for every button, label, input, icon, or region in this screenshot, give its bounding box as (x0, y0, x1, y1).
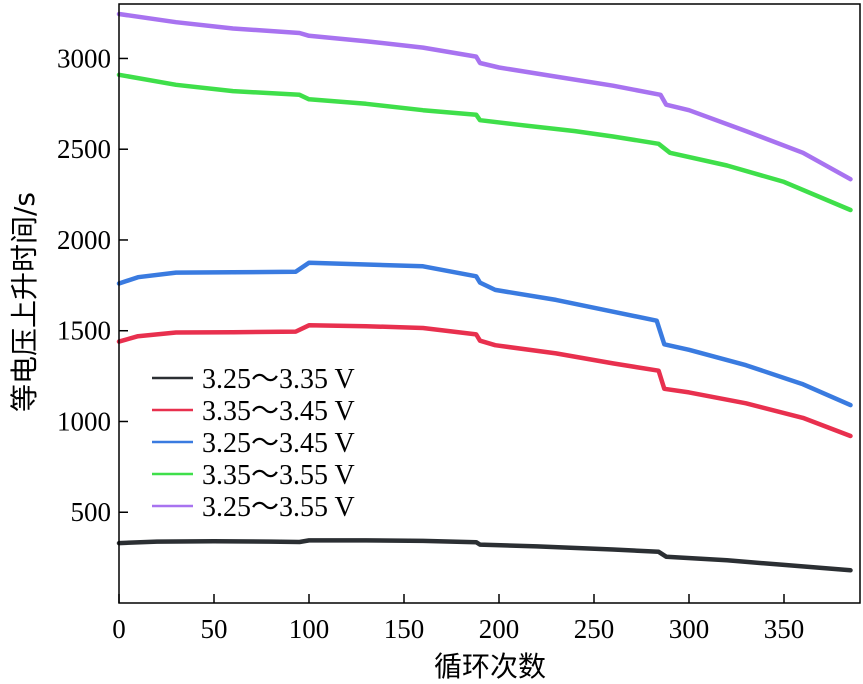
series-line-3 (116, 260, 853, 408)
x-axis-title: 循环次数 (434, 650, 546, 683)
x-tick-label: 0 (112, 614, 126, 644)
y-tick-label: 500 (71, 497, 112, 527)
x-tick-label: 200 (479, 614, 520, 644)
legend-label-1: 3.25～3.35 V (202, 364, 355, 395)
series-line-1 (116, 538, 853, 573)
axes: 0 50 100 150 200 250 300 350 500 1000 1500 2000 2500… (57, 3, 861, 644)
legend: 3.25～3.35 V3.35～3.45 V3.25～3.45 V3.35～3.… (152, 364, 355, 523)
legend-label-2: 3.35～3.45 V (202, 396, 355, 427)
plot-frame (118, 3, 861, 604)
series-line-4 (116, 72, 853, 213)
legend-label-4: 3.35～3.55 V (202, 460, 355, 491)
y-tick-label: 3000 (57, 43, 111, 73)
x-tick-label: 300 (669, 614, 710, 644)
series-lines (116, 11, 853, 573)
y-tick-label: 1500 (57, 316, 111, 346)
x-tick-label: 350 (764, 614, 805, 644)
legend-label-5: 3.25～3.55 V (202, 492, 355, 523)
x-tick-label: 150 (384, 614, 425, 644)
x-tick-label: 100 (289, 614, 330, 644)
series-line-2 (116, 323, 853, 439)
y-tick-label: 2500 (57, 134, 111, 164)
legend-label-3: 3.25～3.45 V (202, 428, 355, 459)
x-tick-label: 250 (574, 614, 615, 644)
x-tick-label: 50 (201, 614, 228, 644)
y-axis-title: 等电压上升时间/s (8, 192, 41, 412)
series-line-5 (116, 11, 853, 182)
y-tick-label: 2000 (57, 225, 111, 255)
y-tick-label: 1000 (57, 406, 111, 436)
